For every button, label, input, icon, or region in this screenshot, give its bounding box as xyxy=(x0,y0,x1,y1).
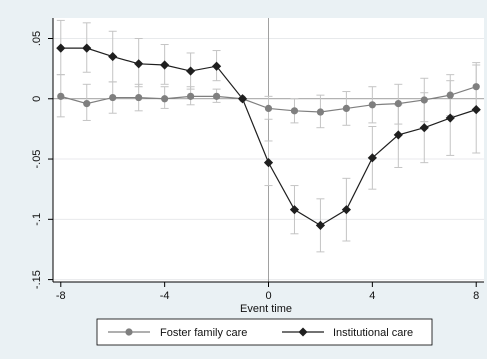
data-point-foster xyxy=(57,92,65,100)
data-point-institutional xyxy=(237,94,248,104)
y-tick-label: 0 xyxy=(31,96,43,102)
y-axis-ticks: .05 0 -.05 -.1 -.15 xyxy=(31,31,53,289)
data-point-institutional xyxy=(419,123,429,133)
data-point-foster xyxy=(342,104,350,113)
data-point-foster xyxy=(290,107,299,115)
x-axis-label: Event time xyxy=(240,303,292,315)
y-tick-label: .05 xyxy=(31,31,43,46)
y-tick-label: -.1 xyxy=(31,213,43,226)
series-markers xyxy=(56,43,481,230)
data-point-foster xyxy=(135,93,143,102)
y-tick-label: -.15 xyxy=(31,270,43,289)
data-point-institutional xyxy=(315,220,326,230)
data-point-institutional xyxy=(289,205,300,215)
data-point-foster xyxy=(394,99,402,108)
data-point-foster xyxy=(187,92,195,100)
x-tick-label: 0 xyxy=(265,290,271,302)
data-point-institutional xyxy=(341,205,351,215)
legend-box xyxy=(96,318,433,346)
data-point-institutional xyxy=(211,61,222,71)
legend-label-institutional: Institutional care xyxy=(333,327,413,339)
x-tick-label: 4 xyxy=(369,290,375,302)
data-point-foster xyxy=(212,92,221,100)
data-point-institutional xyxy=(160,60,170,70)
legend: Foster family care Institutional care xyxy=(96,318,433,346)
data-point-foster xyxy=(264,104,273,113)
data-point-foster xyxy=(420,96,428,104)
y-tick-label: -.05 xyxy=(31,150,43,169)
legend-marker-institutional xyxy=(298,327,308,337)
x-axis-ticks: -8 -4 0 4 8 xyxy=(56,282,479,302)
data-point-institutional xyxy=(134,59,144,69)
data-point-foster xyxy=(316,108,325,116)
data-point-institutional xyxy=(263,158,274,168)
data-point-institutional xyxy=(108,51,118,62)
data-point-institutional xyxy=(367,153,377,163)
data-point-institutional xyxy=(393,130,403,140)
legend-marker-foster xyxy=(125,328,133,336)
data-point-institutional xyxy=(471,105,481,115)
data-point-foster xyxy=(368,101,376,109)
x-tick-label: -8 xyxy=(56,290,66,302)
legend-label-foster: Foster family care xyxy=(160,327,247,339)
data-point-foster xyxy=(83,99,91,108)
data-point-institutional xyxy=(56,43,66,53)
x-tick-label: 8 xyxy=(473,290,479,302)
x-tick-label: -4 xyxy=(160,290,170,302)
data-point-institutional xyxy=(445,113,455,123)
data-point-foster xyxy=(161,95,169,103)
data-point-foster xyxy=(472,83,480,91)
data-point-institutional xyxy=(82,43,92,53)
data-point-foster xyxy=(446,91,454,99)
data-point-foster xyxy=(109,93,117,102)
data-point-institutional xyxy=(186,66,196,76)
